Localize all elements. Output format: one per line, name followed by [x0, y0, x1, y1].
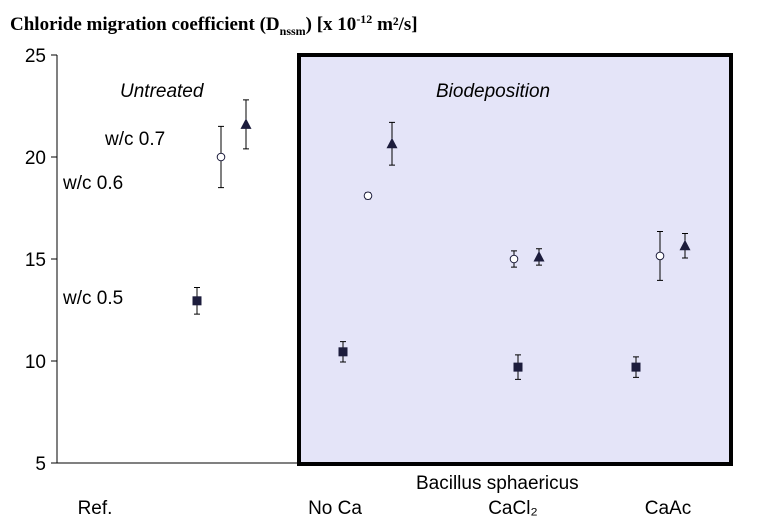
x-tick-label: CaCl₂	[488, 498, 538, 519]
marker	[216, 152, 226, 162]
annotation: Untreated	[120, 81, 205, 102]
marker	[655, 251, 665, 261]
marker	[240, 118, 252, 129]
y-tick-label: 25	[25, 46, 46, 67]
marker	[509, 254, 519, 264]
annotation: Biodeposition	[436, 81, 550, 102]
marker	[363, 191, 373, 201]
x-tick-label: CaAc	[645, 498, 691, 519]
y-tick-label: 15	[25, 250, 46, 271]
marker	[386, 137, 398, 149]
chart-title: Chloride migration coefficient (Dnssm) […	[10, 12, 418, 38]
annotation: w/c 0.5	[62, 288, 123, 309]
marker	[631, 362, 641, 372]
marker	[533, 250, 545, 262]
annotation: Bacillus sphaericus	[416, 473, 579, 494]
marker	[513, 362, 523, 372]
annotation: w/c 0.6	[62, 173, 123, 194]
y-tick-label: 5	[35, 454, 46, 475]
y-tick-label: 20	[25, 148, 46, 169]
marker	[338, 347, 348, 357]
x-tick-label: Ref.	[78, 498, 113, 519]
y-tick-label: 10	[25, 352, 46, 373]
marker	[679, 239, 691, 251]
x-tick-label: No Ca	[308, 498, 362, 519]
annotation: w/c 0.7	[104, 129, 165, 150]
marker	[192, 296, 202, 306]
